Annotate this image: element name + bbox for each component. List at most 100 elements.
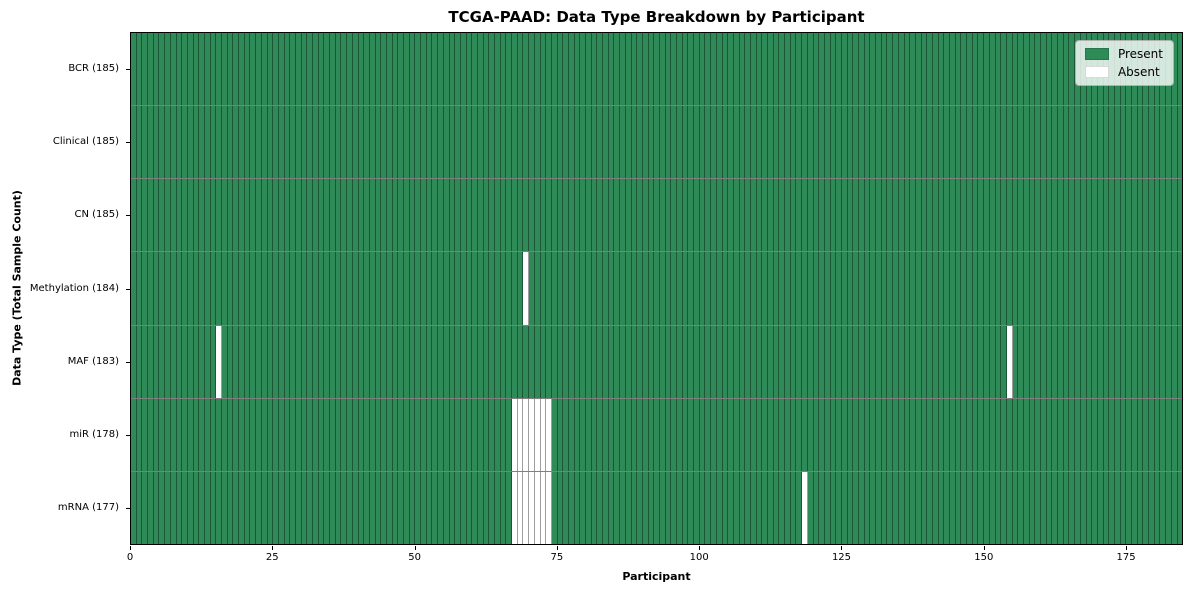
cell-present (170, 179, 177, 252)
cell-present (267, 325, 274, 398)
cell-present (853, 106, 859, 179)
cell-present (460, 252, 467, 325)
cell-present (1171, 325, 1178, 398)
cell-present (170, 33, 177, 106)
cell-present (182, 325, 188, 398)
legend-item-present: Present (1084, 48, 1163, 60)
cell-present (785, 325, 791, 398)
cell-present (193, 179, 200, 252)
cell-present (659, 325, 666, 398)
cell-present (563, 33, 569, 106)
cell-present (199, 325, 205, 398)
cell-present (131, 106, 137, 179)
cell-present (517, 325, 524, 398)
cell-present (762, 252, 768, 325)
cell-present (608, 398, 615, 471)
cell-present (580, 179, 586, 252)
cell-present (1114, 106, 1121, 179)
cell-present (1058, 398, 1064, 471)
cell-present (1103, 398, 1110, 471)
cell-present (802, 325, 808, 398)
cell-present (1097, 179, 1104, 252)
cell-present (313, 398, 319, 471)
y-tick-label: MAF (183) (67, 355, 119, 367)
cell-present (955, 252, 962, 325)
cell-present (853, 252, 859, 325)
cell-present (972, 398, 979, 471)
cell-present (1086, 252, 1093, 325)
cell-present (170, 471, 177, 544)
cell-present (489, 471, 495, 544)
cell-present (620, 471, 626, 544)
cell-present (546, 106, 552, 179)
cell-present (222, 106, 228, 179)
cell-present (267, 179, 274, 252)
cell-present (972, 252, 979, 325)
cell-present (927, 252, 933, 325)
cell-present (460, 179, 467, 252)
cell-present (603, 106, 609, 179)
cell-present (341, 252, 348, 325)
cell-present (1143, 471, 1150, 544)
cell-present (386, 471, 393, 544)
cell-present (557, 398, 564, 471)
cell-present (932, 33, 939, 106)
cell-present (836, 398, 842, 471)
cell-present (915, 398, 922, 471)
cell-present (733, 471, 740, 544)
cell-present (1171, 33, 1178, 106)
cell-present (796, 398, 803, 471)
cell-present (301, 325, 308, 398)
cell-present (745, 471, 751, 544)
cell-present (159, 33, 166, 106)
cell-present (1109, 325, 1115, 398)
cell-present (819, 33, 825, 106)
cell-present (1171, 398, 1178, 471)
cell-present (921, 325, 928, 398)
cell-present (136, 179, 143, 252)
cell-present (1001, 398, 1007, 471)
cell-present (1177, 33, 1183, 106)
cell-present (540, 179, 547, 252)
cell-present (813, 471, 820, 544)
cell-present (295, 325, 302, 398)
cell-present (921, 398, 928, 471)
cell-present (148, 325, 154, 398)
cell-absent (546, 471, 552, 544)
cell-present (978, 33, 985, 106)
cell-present (233, 325, 240, 398)
cell-present (967, 252, 973, 325)
cell-present (1120, 325, 1127, 398)
cell-present (1029, 106, 1036, 179)
cell-present (648, 33, 655, 106)
cell-present (1132, 179, 1138, 252)
cell-present (1001, 33, 1007, 106)
cell-present (694, 33, 700, 106)
cell-present (1177, 471, 1183, 544)
cell-present (1097, 252, 1104, 325)
cell-present (421, 33, 427, 106)
cell-present (153, 179, 160, 252)
cell-present (779, 106, 786, 179)
cell-present (318, 33, 325, 106)
cell-present (477, 252, 484, 325)
cell-present (910, 106, 916, 179)
cell-present (665, 106, 672, 179)
cell-present (278, 179, 285, 252)
cell-present (910, 471, 916, 544)
cell-present (932, 398, 939, 471)
cell-present (807, 106, 814, 179)
cell-present (768, 471, 774, 544)
cell-present (1006, 252, 1013, 325)
cell-present (1171, 252, 1178, 325)
y-tick-marks (126, 32, 130, 545)
cell-present (358, 471, 365, 544)
cell-present (398, 33, 404, 106)
cell-present (728, 471, 734, 544)
cell-present (358, 325, 365, 398)
x-tick-label: 175 (1116, 552, 1136, 563)
cell-present (768, 252, 774, 325)
cell-present (267, 398, 274, 471)
cell-present (756, 106, 763, 179)
cell-present (950, 106, 956, 179)
